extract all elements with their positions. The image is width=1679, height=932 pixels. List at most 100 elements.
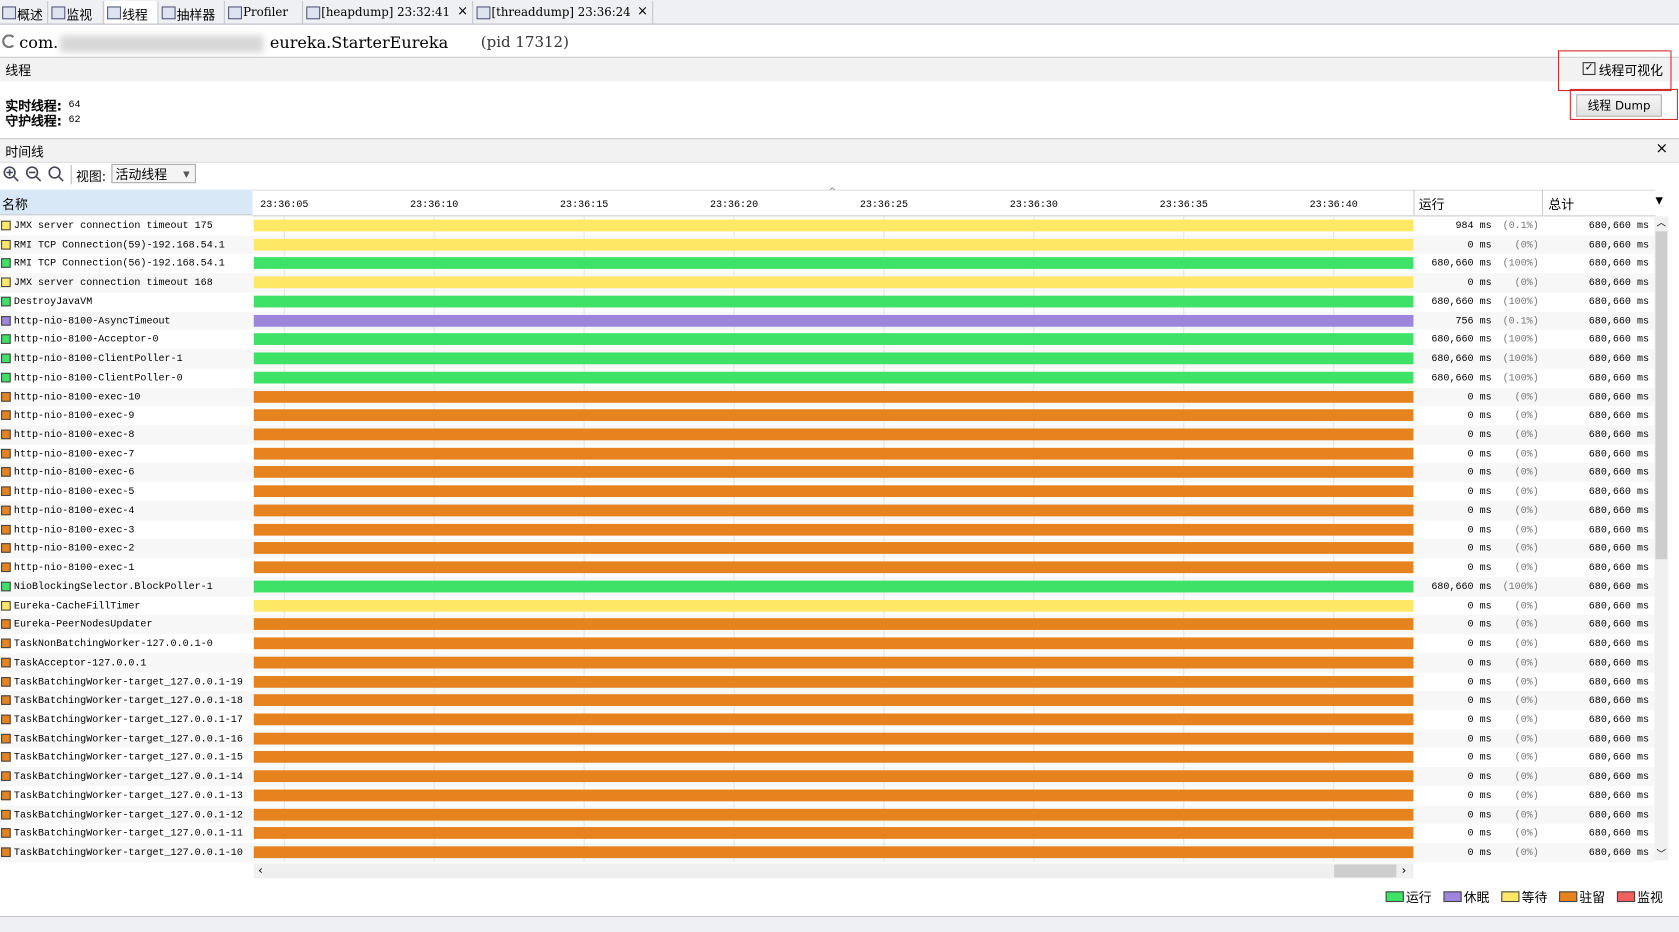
run-time: 756 ms bbox=[1455, 314, 1492, 327]
scroll-up[interactable]: ︿ bbox=[1656, 218, 1667, 230]
state-bar bbox=[253, 675, 1414, 688]
tick-line bbox=[583, 215, 585, 862]
run-time: 0 ms bbox=[1467, 656, 1492, 669]
scroll-down[interactable]: ﹀ bbox=[1656, 849, 1667, 861]
tick-label: 23:36:30 bbox=[1009, 198, 1058, 210]
total-time: 680,660 ms bbox=[1588, 580, 1650, 593]
run-pct: (0%) bbox=[1514, 713, 1539, 726]
run-pct: (0%) bbox=[1514, 846, 1539, 859]
tab-label[interactable]: [threaddump] 23:36:24 bbox=[491, 5, 631, 20]
thread-name: TaskBatchingWorker-target_127.0.0.1-15 bbox=[13, 751, 243, 764]
run-pct: (0%) bbox=[1514, 827, 1539, 840]
thread-name: http-nio-8100-exec-4 bbox=[13, 504, 135, 517]
tab-label[interactable]: Profiler bbox=[243, 5, 288, 20]
run-time: 0 ms bbox=[1467, 447, 1492, 460]
run-time: 680,660 ms bbox=[1431, 352, 1492, 365]
run-time: 0 ms bbox=[1467, 732, 1492, 745]
scroll-right[interactable]: › bbox=[1401, 863, 1407, 878]
tab-label[interactable]: 抽样器 bbox=[176, 7, 216, 23]
tab-label[interactable]: 线程 bbox=[122, 7, 148, 23]
thread-name: http-nio-8100-Acceptor-0 bbox=[13, 333, 159, 346]
col-divider bbox=[1413, 189, 1415, 216]
name-column[interactable]: 名称 bbox=[2, 197, 28, 213]
dump-button[interactable]: 线程 Dump bbox=[1576, 94, 1662, 117]
thread-name: http-nio-8100-exec-9 bbox=[13, 409, 135, 422]
total-time: 680,660 ms bbox=[1588, 238, 1650, 251]
h-scrollbar[interactable] bbox=[253, 863, 1414, 879]
thread-name: Eureka-CacheFillTimer bbox=[13, 599, 141, 612]
run-pct: (0%) bbox=[1514, 409, 1539, 422]
run-time: 0 ms bbox=[1467, 409, 1492, 422]
view-select[interactable]: 活动线程 bbox=[111, 163, 196, 184]
tick-label: 23:36:35 bbox=[1159, 198, 1208, 210]
scroll-left[interactable]: ‹ bbox=[258, 863, 263, 878]
total-column[interactable]: 总计 bbox=[1548, 197, 1575, 213]
state-icon bbox=[1, 353, 11, 364]
tab-label[interactable]: 监视 bbox=[66, 7, 93, 23]
tab[interactable] bbox=[474, 1, 654, 24]
state-icon bbox=[1, 505, 11, 516]
state-bar bbox=[253, 276, 1414, 289]
tick-line bbox=[733, 215, 735, 862]
thread-name: http-nio-8100-exec-8 bbox=[13, 428, 135, 441]
state-bar bbox=[253, 694, 1414, 707]
run-time: 0 ms bbox=[1467, 504, 1492, 517]
run-pct: (0%) bbox=[1514, 751, 1539, 764]
name-header-bg bbox=[0, 189, 253, 216]
legend-label: 监视 bbox=[1637, 890, 1663, 906]
total-time: 680,660 ms bbox=[1588, 409, 1650, 422]
checkbox-frame bbox=[1558, 50, 1672, 92]
thread-name: http-nio-8100-ClientPoller-0 bbox=[13, 371, 183, 384]
run-time: 0 ms bbox=[1467, 485, 1492, 498]
tab[interactable] bbox=[160, 1, 225, 24]
column-menu[interactable]: ▼ bbox=[1655, 196, 1663, 207]
checkbox-label[interactable]: 线程可视化 bbox=[1598, 63, 1663, 79]
run-time: 0 ms bbox=[1467, 694, 1492, 707]
tab[interactable] bbox=[226, 1, 304, 24]
total-time: 680,660 ms bbox=[1588, 732, 1650, 745]
run-pct: (0%) bbox=[1514, 732, 1539, 745]
run-pct: (0%) bbox=[1514, 770, 1539, 783]
tab[interactable] bbox=[49, 1, 104, 24]
zoom-tools[interactable] bbox=[2, 165, 68, 184]
tab[interactable] bbox=[304, 1, 474, 24]
run-time: 680,660 ms bbox=[1431, 371, 1492, 384]
run-pct: (0%) bbox=[1514, 656, 1539, 669]
select-arrow[interactable]: ▼ bbox=[183, 169, 190, 179]
run-pct: (0%) bbox=[1514, 428, 1539, 441]
total-time: 680,660 ms bbox=[1588, 219, 1650, 232]
state-bar bbox=[253, 713, 1414, 726]
close-button[interactable]: × bbox=[1655, 140, 1669, 158]
tick-label: 23:36:05 bbox=[260, 198, 309, 210]
thread-name: http-nio-8100-exec-10 bbox=[13, 390, 141, 403]
legend-swatch bbox=[1385, 891, 1404, 903]
separator bbox=[70, 164, 72, 185]
run-time: 0 ms bbox=[1467, 637, 1492, 650]
tab-label[interactable]: 概述 bbox=[17, 7, 43, 23]
state-bar bbox=[253, 808, 1414, 821]
tab-label[interactable]: [heapdump] 23:32:41 bbox=[321, 5, 451, 20]
thread-name: TaskBatchingWorker-target_127.0.0.1-16 bbox=[13, 732, 243, 745]
state-bar bbox=[253, 466, 1414, 479]
run-time: 0 ms bbox=[1467, 713, 1492, 726]
tab-close[interactable]: × bbox=[457, 3, 469, 19]
checkbox[interactable]: ✓ bbox=[1582, 62, 1596, 75]
sort-indicator: ^ bbox=[828, 186, 836, 197]
state-icon bbox=[1, 809, 11, 820]
tab[interactable] bbox=[0, 1, 49, 24]
run-time: 0 ms bbox=[1467, 276, 1492, 289]
run-time: 0 ms bbox=[1467, 789, 1492, 802]
state-icon bbox=[1, 334, 11, 345]
tab-close[interactable]: × bbox=[637, 3, 648, 19]
v-scroll-thumb[interactable] bbox=[1655, 231, 1668, 560]
state-bar bbox=[253, 542, 1414, 555]
state-icon bbox=[1, 220, 11, 231]
state-icon bbox=[1, 619, 11, 630]
run-column[interactable]: 运行 bbox=[1418, 197, 1445, 213]
run-pct: (100%) bbox=[1502, 352, 1539, 365]
total-time: 680,660 ms bbox=[1588, 599, 1650, 612]
run-pct: (100%) bbox=[1502, 580, 1539, 593]
h-scroll-thumb[interactable] bbox=[1334, 864, 1397, 878]
thread-name: http-nio-8100-ClientPoller-1 bbox=[13, 352, 183, 365]
